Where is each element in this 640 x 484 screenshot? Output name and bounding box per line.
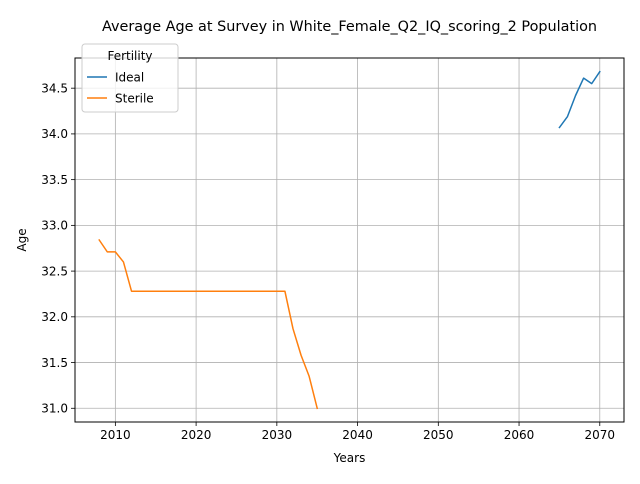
x-tick-label: 2060 xyxy=(504,428,535,442)
y-tick-label: 32.0 xyxy=(41,310,68,324)
legend-label-ideal: Ideal xyxy=(115,70,144,84)
y-axis-label: Age xyxy=(15,228,29,251)
legend-box xyxy=(81,43,179,113)
y-tick-label: 34.0 xyxy=(41,127,68,141)
x-tick-label: 2020 xyxy=(181,428,212,442)
x-tick-label: 2070 xyxy=(585,428,616,442)
legend: Fertility Ideal Sterile xyxy=(81,43,179,113)
series-line-sterile xyxy=(98,238,319,410)
x-tick-label: 2050 xyxy=(423,428,454,442)
y-axis-ticks: 31.0 31.5 32.0 32.5 33.0 33.5 34.0 34.5 xyxy=(41,81,75,416)
grid xyxy=(75,58,624,422)
legend-label-sterile: Sterile xyxy=(115,91,154,105)
y-tick-label: 31.0 xyxy=(41,402,68,416)
y-tick-label: 32.5 xyxy=(41,264,68,278)
x-tick-label: 2010 xyxy=(100,428,131,442)
y-tick-label: 31.5 xyxy=(41,356,68,370)
legend-title: Fertility xyxy=(107,49,152,63)
chart-title: Average Age at Survey in White_Female_Q2… xyxy=(102,19,597,35)
x-tick-label: 2040 xyxy=(342,428,373,442)
plot-area-frame xyxy=(74,57,625,423)
y-tick-label: 33.5 xyxy=(41,173,68,187)
y-tick-label: 33.0 xyxy=(41,219,68,233)
y-tick-label: 34.5 xyxy=(41,81,68,95)
series-line-ideal xyxy=(558,70,601,129)
x-axis-ticks: 2010 2020 2030 2040 2050 2060 2070 xyxy=(100,422,615,442)
x-tick-label: 2030 xyxy=(262,428,293,442)
x-axis-label: Years xyxy=(333,451,366,465)
series-lines xyxy=(98,70,601,410)
